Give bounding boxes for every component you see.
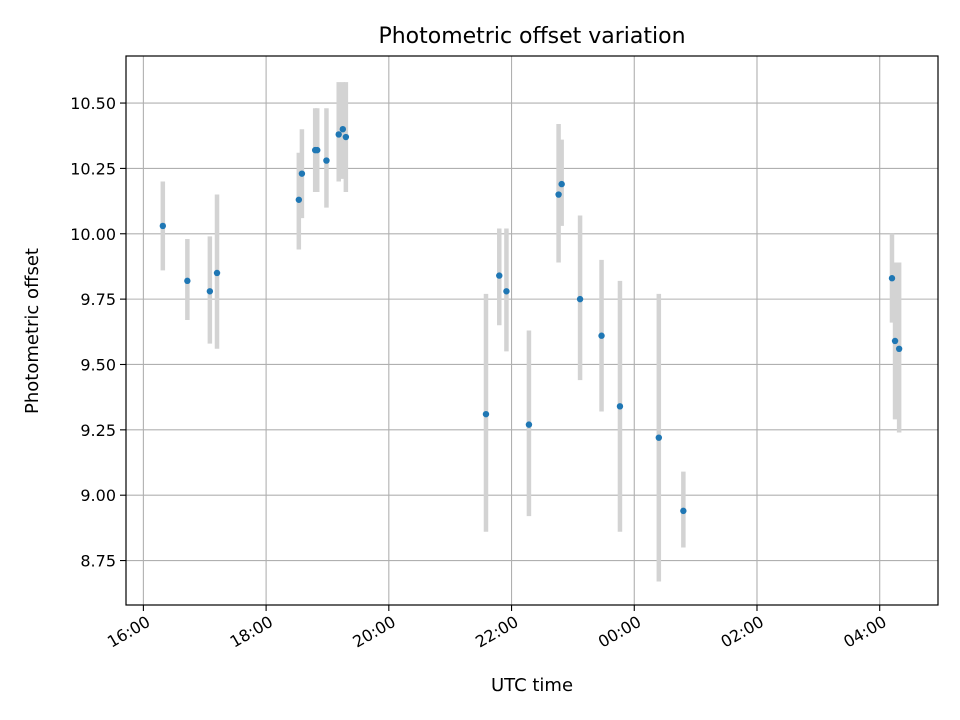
data-point [298,170,306,177]
data-point [503,288,510,295]
data-point [655,434,663,441]
data-point [598,332,605,339]
y-tick-label: 10.50 [70,94,116,113]
data-point [888,275,896,282]
data-point [616,403,624,410]
y-tick-label: 9.75 [80,290,116,309]
data-point [496,272,503,279]
data-point [206,288,214,295]
data-point [895,345,903,352]
data-point [339,126,347,133]
data-point [576,295,584,303]
data-point [891,337,899,345]
y-tick-label: 8.75 [80,552,116,571]
data-points [159,126,903,515]
data-point [184,277,191,285]
data-point [314,146,321,154]
data-point [482,410,490,418]
data-point [323,157,330,164]
y-axis-title: Photometric offset [22,248,43,414]
y-tick-label: 9.00 [80,486,116,505]
y-tick-label: 10.25 [70,159,116,178]
y-tick-label: 10.00 [70,225,116,244]
plot-area-frame [125,55,939,606]
y-tick-label: 9.50 [80,355,116,374]
data-point [213,269,221,277]
data-point [295,196,303,203]
data-point [555,191,562,198]
chart-title: Photometric offset variation [378,24,685,49]
y-tick-label: 9.25 [80,421,116,440]
data-point [558,180,565,188]
x-axis-title: UTC time [491,675,573,696]
data-point [525,421,533,428]
data-point [680,507,687,515]
data-point [335,131,342,138]
grid [126,56,938,605]
data-point [342,133,350,141]
data-point [159,222,167,230]
